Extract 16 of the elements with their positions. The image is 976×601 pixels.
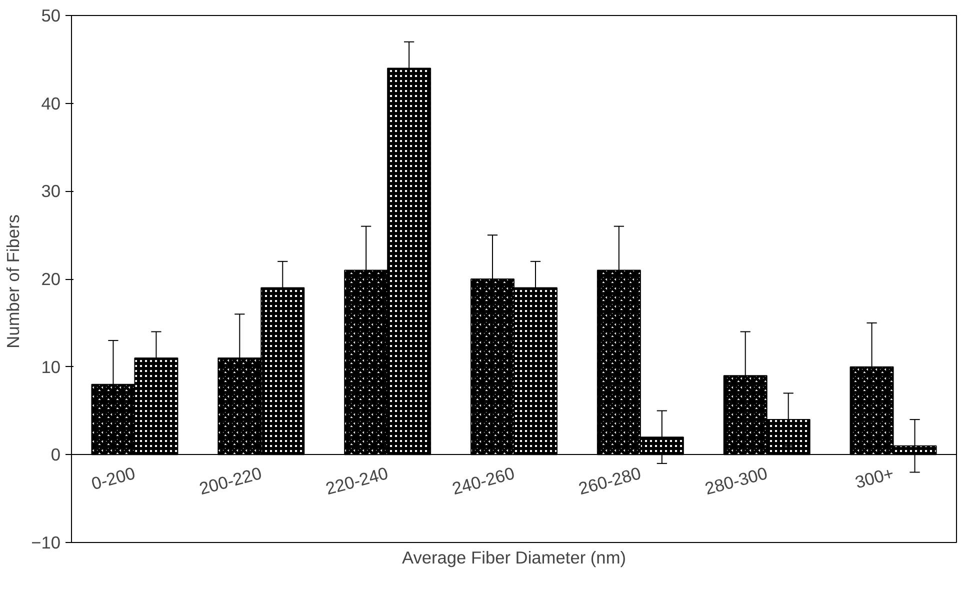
y-tick-label: 30 (41, 181, 61, 202)
x-tick-label: 0-200 (89, 463, 138, 494)
y-axis-title: Number of Fibers (3, 214, 24, 348)
x-tick-label: 220-240 (324, 463, 390, 499)
y-tick-label: 50 (41, 6, 61, 26)
x-tick-label: 280-300 (702, 463, 770, 499)
y-tick-label: 0 (50, 444, 61, 465)
x-axis-title: Average Fiber Diameter (nm) (402, 548, 626, 568)
y-tick-label: 40 (41, 93, 61, 114)
x-tick-label: 200-220 (197, 463, 264, 499)
y-tick-label: 10 (41, 356, 61, 377)
x-tick-label: 260-280 (576, 463, 643, 499)
x-tick-label: 300+ (852, 463, 896, 492)
y-tick-label: −10 (31, 532, 61, 552)
x-tick-label: 240-260 (450, 463, 517, 499)
y-tick-label: 20 (41, 269, 61, 289)
